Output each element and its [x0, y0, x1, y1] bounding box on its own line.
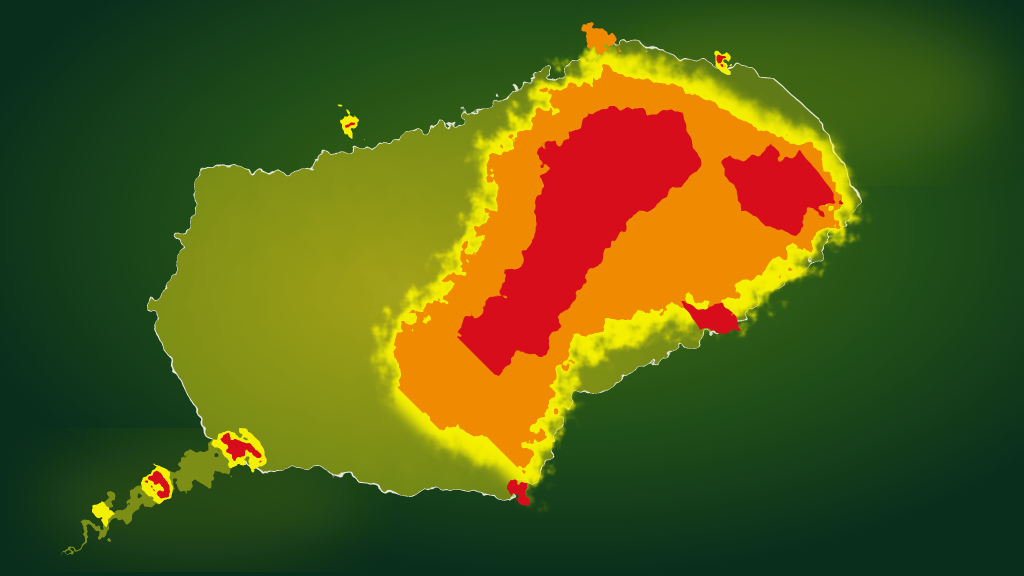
heat-zone-high — [450, 110, 840, 370]
heat-spots — [97, 26, 731, 523]
